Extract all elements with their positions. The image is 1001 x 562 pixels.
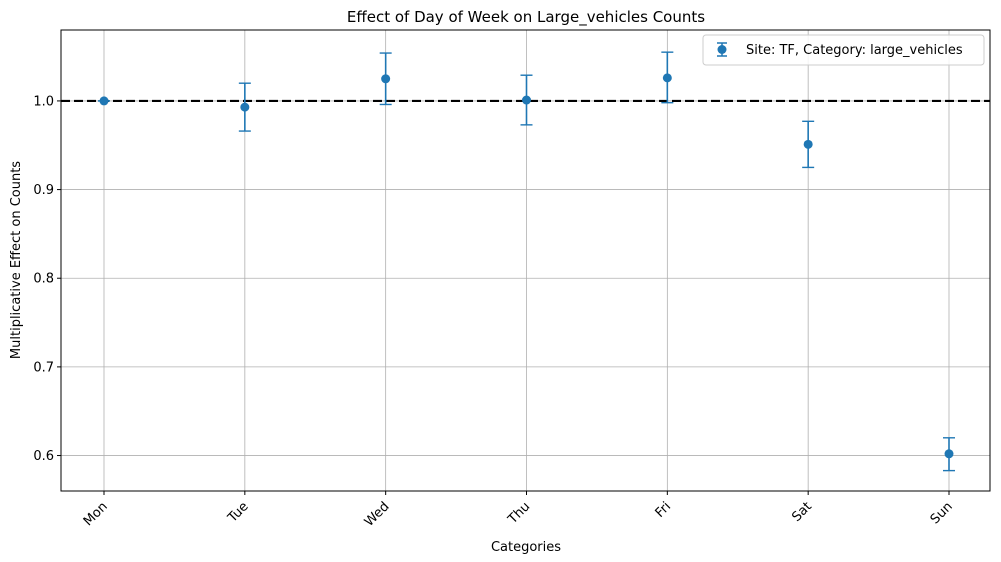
data-point-group bbox=[238, 82, 251, 132]
x-axis-label: Categories bbox=[491, 540, 561, 555]
legend: Site: TF, Category: large_vehicles bbox=[702, 34, 985, 66]
x-tick-label: Tue bbox=[225, 499, 252, 526]
y-tick-label: 0.8 bbox=[33, 272, 54, 287]
data-point bbox=[662, 73, 672, 83]
data-point bbox=[381, 74, 391, 84]
legend-box bbox=[702, 34, 985, 66]
data-point bbox=[240, 102, 250, 112]
x-tick-label: Sat bbox=[789, 499, 815, 525]
data-layer bbox=[98, 51, 955, 472]
data-point bbox=[944, 449, 954, 459]
y-tick-label: 0.9 bbox=[33, 183, 54, 198]
data-point-group bbox=[379, 52, 392, 106]
x-tick-label: Mon bbox=[81, 499, 111, 529]
y-axis-label: Multiplicative Effect on Counts bbox=[9, 161, 24, 359]
data-point-group bbox=[661, 51, 674, 104]
data-point bbox=[522, 95, 531, 105]
x-tick-label: Wed bbox=[362, 499, 393, 530]
chart-title: Effect of Day of Week on Large_vehicles … bbox=[347, 8, 705, 27]
x-tick-label: Sun bbox=[928, 499, 956, 527]
y-tick-label: 1.0 bbox=[33, 94, 54, 109]
x-tick-label: Thu bbox=[505, 499, 534, 528]
data-point-group bbox=[520, 74, 533, 126]
data-point-group bbox=[943, 437, 955, 472]
data-point-group bbox=[802, 120, 815, 169]
data-point bbox=[99, 96, 109, 106]
ticks-layer: 0.6 0.7 0.8 0.9 1.0 Mon Tue Wed Thu Fri Sat Sun bbox=[33, 94, 956, 529]
y-tick-label: 0.7 bbox=[33, 360, 54, 375]
legend-label: Site: TF, Category: large_vehicles bbox=[746, 43, 963, 58]
x-tick-label: Fri bbox=[653, 499, 675, 521]
data-point bbox=[803, 139, 813, 149]
plot-frame bbox=[60, 29, 991, 492]
y-tick-label: 0.6 bbox=[33, 449, 54, 464]
legend-marker-icon bbox=[717, 45, 727, 54]
data-point-group bbox=[98, 96, 110, 106]
